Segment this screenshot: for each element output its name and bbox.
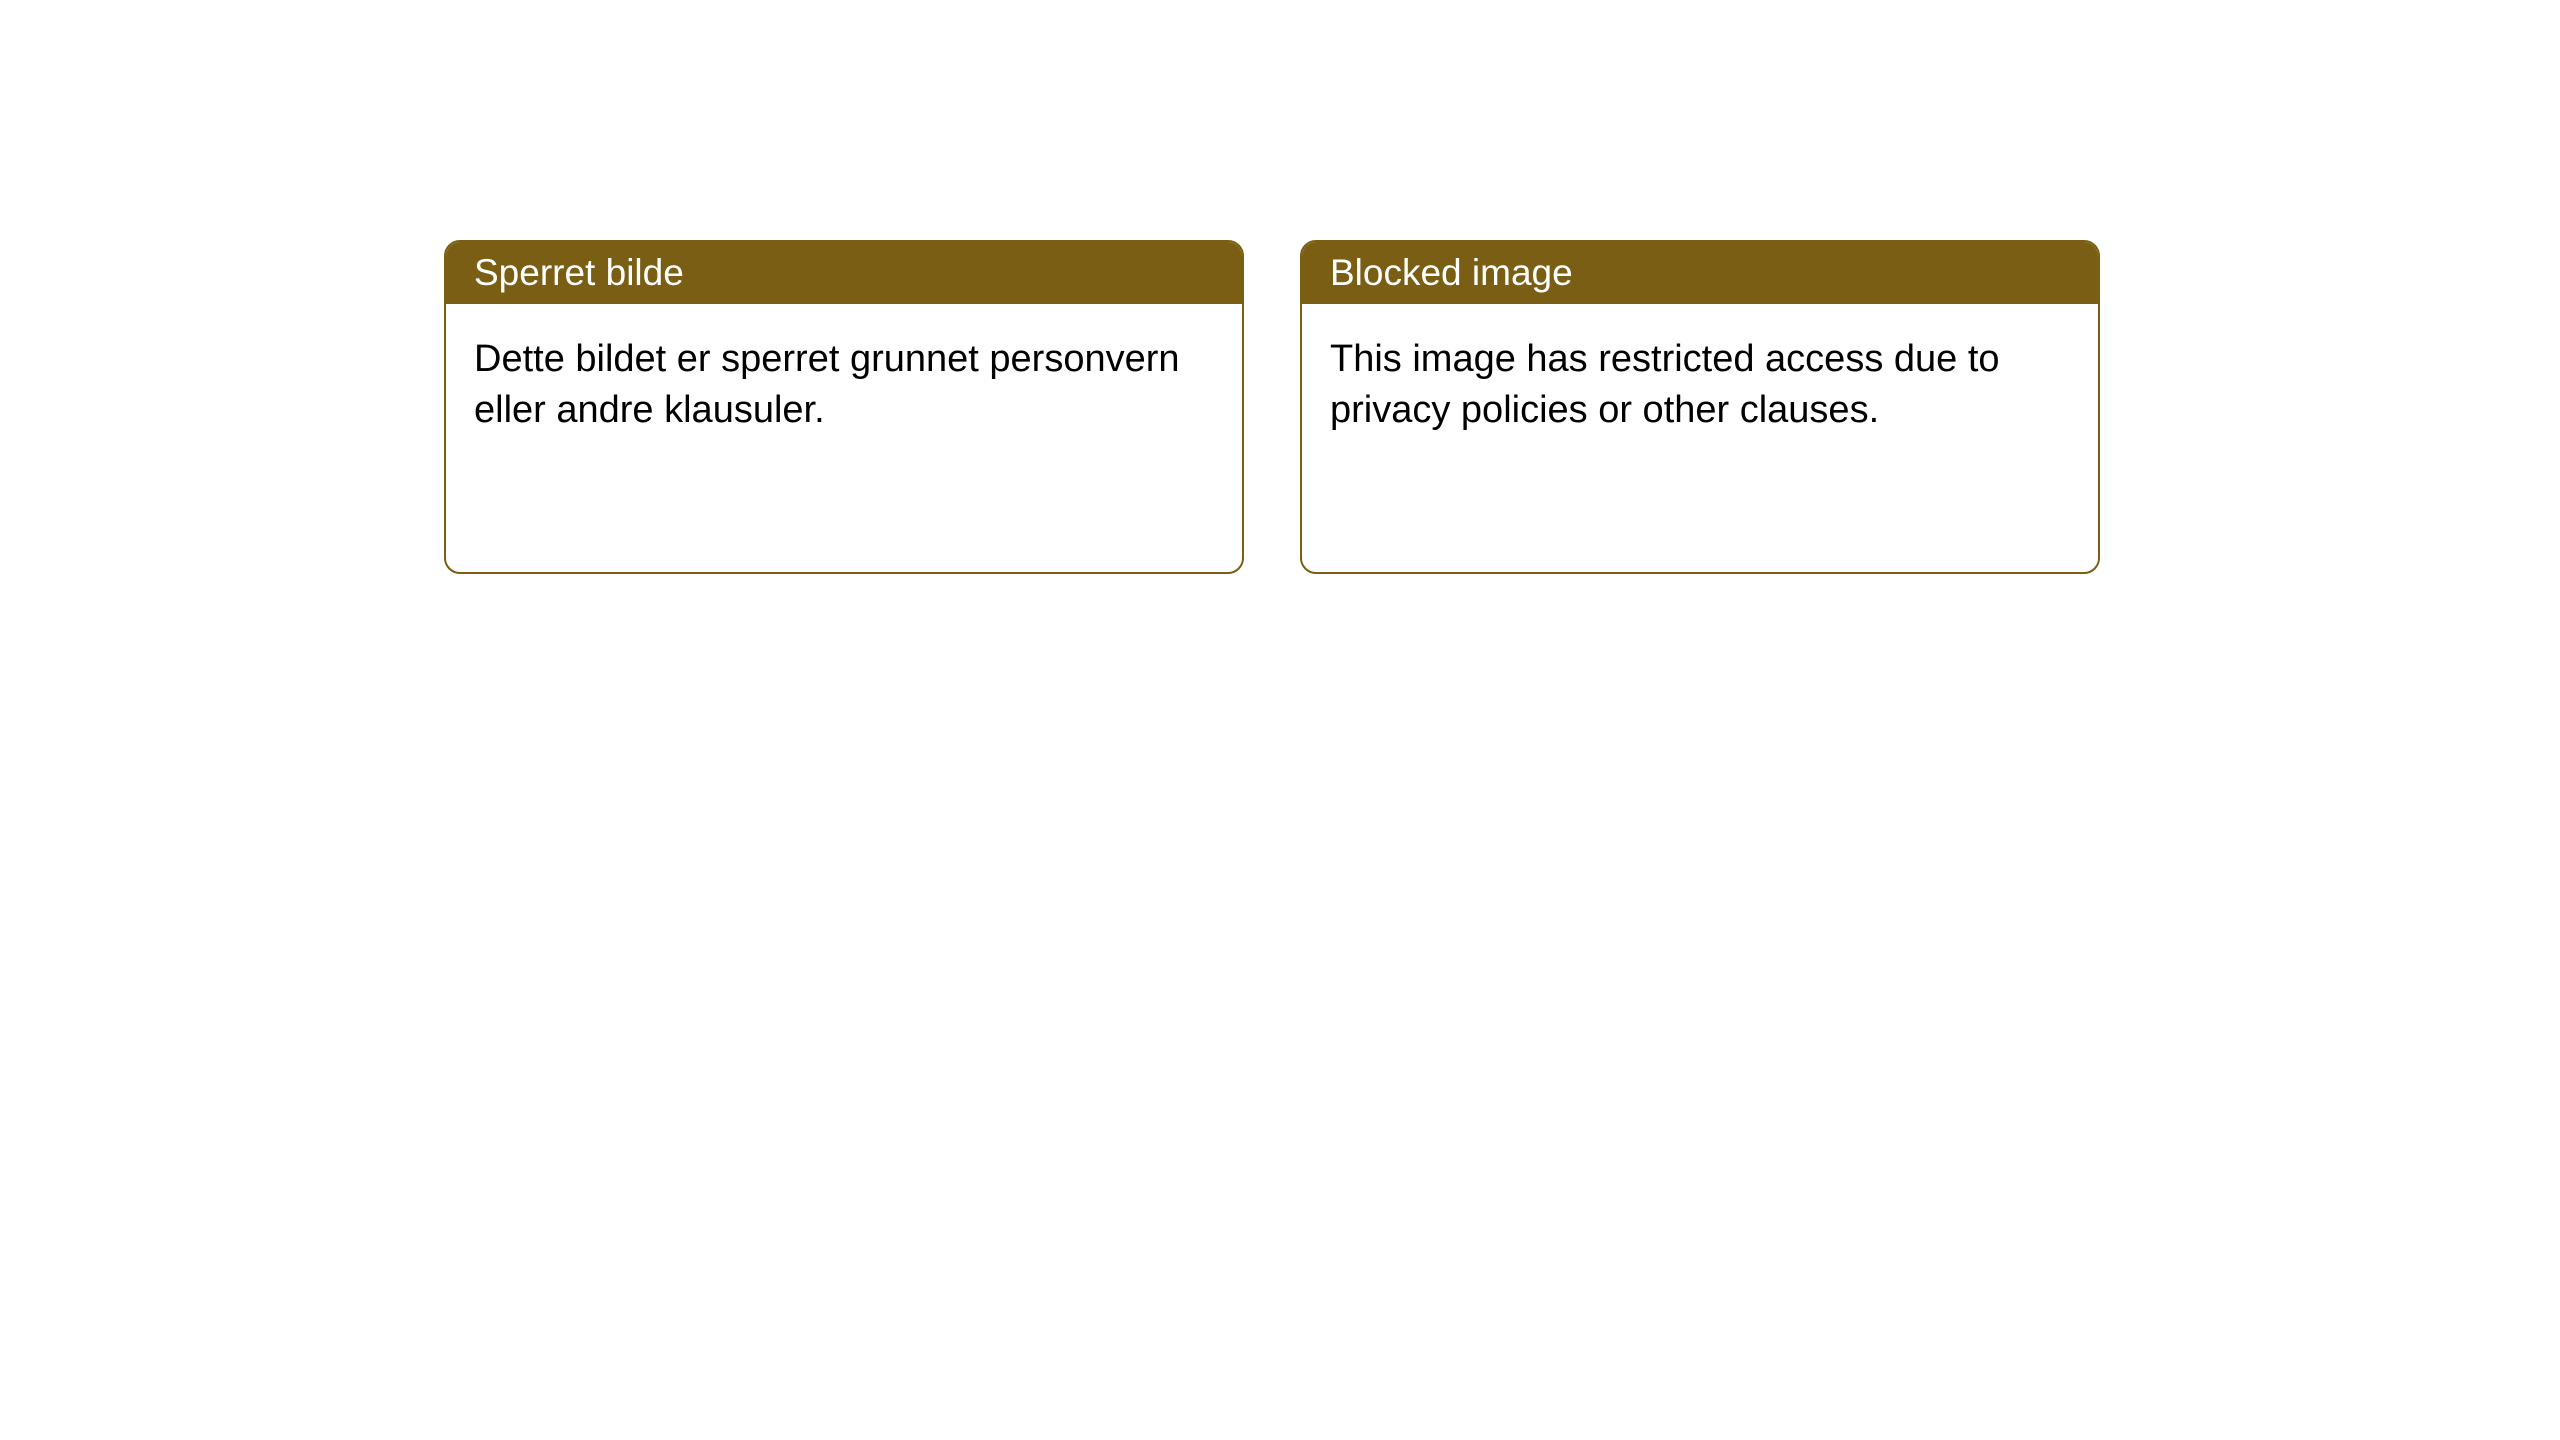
notice-header-no: Sperret bilde: [446, 242, 1242, 304]
notice-title-no: Sperret bilde: [474, 252, 684, 293]
notice-title-en: Blocked image: [1330, 252, 1573, 293]
notice-card-en: Blocked image This image has restricted …: [1300, 240, 2100, 574]
notice-text-en: This image has restricted access due to …: [1330, 338, 2000, 431]
notice-body-no: Dette bildet er sperret grunnet personve…: [446, 304, 1242, 467]
notice-body-en: This image has restricted access due to …: [1302, 304, 2098, 467]
notice-card-no: Sperret bilde Dette bildet er sperret gr…: [444, 240, 1244, 574]
notice-container: Sperret bilde Dette bildet er sperret gr…: [444, 240, 2100, 574]
notice-text-no: Dette bildet er sperret grunnet personve…: [474, 338, 1180, 431]
notice-header-en: Blocked image: [1302, 242, 2098, 304]
